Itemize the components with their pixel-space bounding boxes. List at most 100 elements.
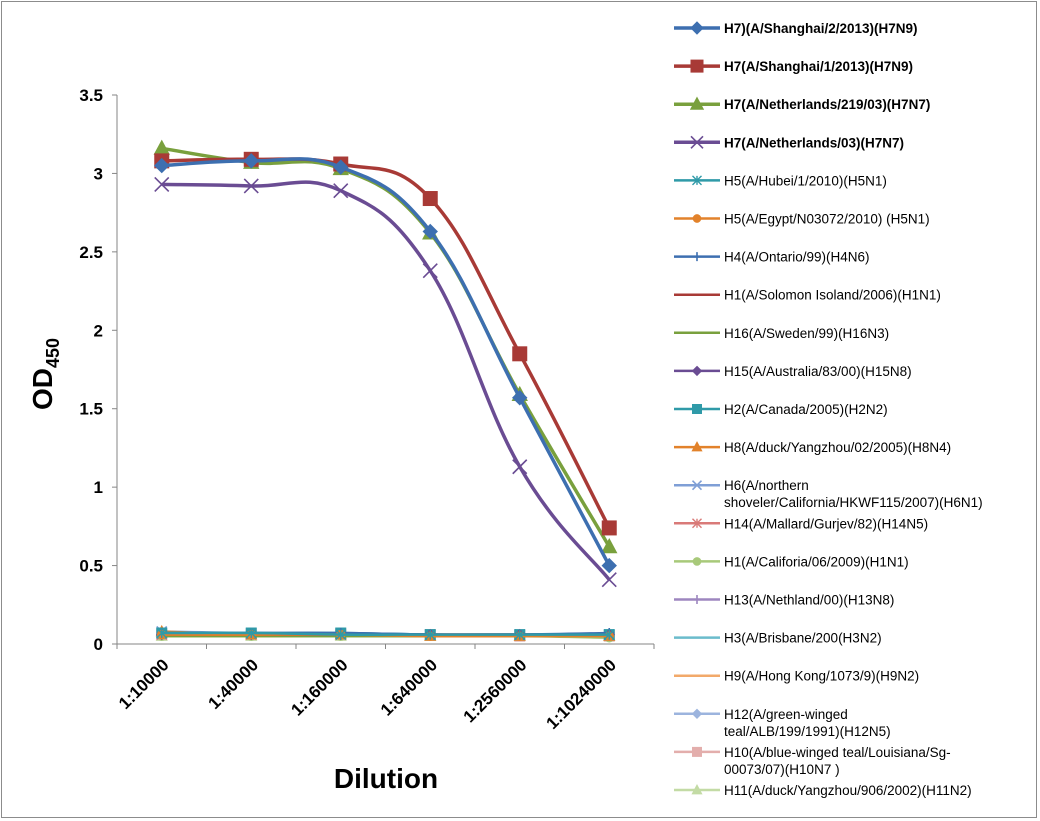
- data-point: [422, 263, 438, 279]
- legend-swatch-marker: [691, 708, 703, 720]
- legend-item: H6(A/northern shoveler/California/HKWF115…: [674, 478, 983, 510]
- y-tick-label: 2: [94, 321, 103, 340]
- legend-item: H7(A/Netherlands/03)(H7N7): [674, 135, 904, 150]
- data-point: [156, 627, 168, 639]
- legend-label: teal/ALB/199/1991)(H12N5): [724, 724, 891, 739]
- legend-label: H7(A/Shanghai/1/2013)(H7N9): [724, 59, 913, 74]
- series-5: [156, 627, 615, 641]
- legend-swatch-marker: [689, 96, 705, 110]
- series-4: [154, 176, 617, 588]
- legend-label: H16(A/Sweden/99)(H16N3): [724, 326, 889, 341]
- legend-swatch-marker: [692, 214, 702, 223]
- data-point: [154, 176, 170, 192]
- legend-label: H7(A/Netherlands/03)(H7N7): [724, 135, 904, 150]
- data-point: [335, 629, 347, 641]
- legend-item: H7(A/Shanghai/1/2013)(H7N9): [674, 59, 913, 74]
- legend-swatch-marker: [690, 135, 704, 149]
- x-tick-label: 1:640000: [377, 655, 441, 719]
- legend-label: H6(A/northern: [724, 478, 809, 493]
- legend-label: H1(A/Solomon Isoland/2006)(H1N1): [724, 288, 941, 303]
- legend-swatch-marker: [691, 783, 703, 795]
- data-point: [601, 520, 617, 536]
- legend-label: H5(A/Hubei/1/2010)(H5N1): [724, 173, 887, 188]
- series-line: [161, 180, 611, 581]
- data-point: [333, 159, 349, 175]
- data-point: [243, 178, 259, 194]
- data-point: [424, 629, 436, 641]
- legend-item: H15(A/Australia/83/00)(H15N8): [674, 364, 912, 379]
- x-tick-label: 1:160000: [287, 655, 351, 719]
- legend-item: H1(A/Solomon Isoland/2006)(H1N1): [674, 288, 941, 303]
- legend-swatch-marker: [691, 441, 703, 452]
- y-tick-label: 3: [94, 164, 103, 183]
- legend-label: H7)(A/Shanghai/2/2013)(H7N9): [724, 21, 918, 36]
- series-1: [154, 153, 617, 574]
- legend-swatch-marker: [690, 59, 704, 73]
- legend-item: H13(A/Nethland/00)(H13N8): [674, 593, 894, 608]
- legend-item: H5(A/Egypt/N03072/2010) (H5N1): [674, 212, 930, 227]
- data-point: [601, 537, 618, 554]
- x-tick-label: 1:40000: [205, 655, 263, 713]
- legend-label: H1(A/Califoria/06/2009)(H1N1): [724, 554, 909, 569]
- y-tick-label: 0.5: [79, 557, 103, 576]
- legend-swatch-marker: [692, 595, 702, 604]
- data-point: [514, 629, 526, 641]
- series-2: [154, 151, 617, 536]
- y-tick-label: 3.5: [79, 86, 103, 105]
- y-tick-label: 2.5: [79, 243, 103, 262]
- legend-item: H12(A/green-winged teal/ALB/199/1991)(H12…: [674, 707, 891, 739]
- data-point: [422, 223, 438, 240]
- data-point: [512, 390, 528, 406]
- series-3: [153, 139, 618, 554]
- legend-swatch-marker: [691, 480, 703, 491]
- legend-item: H7(A/Netherlands/219/03)(H7N7): [674, 96, 930, 112]
- y-axis-title: OD450: [27, 338, 63, 410]
- legend-swatch-marker: [692, 252, 702, 262]
- legend-item: H9(A/Hong Kong/1073/9)(H9N2): [674, 669, 919, 684]
- legend-item: H14(A/Mallard/Gurjev/82)(H14N5): [674, 516, 928, 531]
- legend-label: H9(A/Hong Kong/1073/9)(H9N2): [724, 669, 919, 684]
- legend-item: H5(A/Hubei/1/2010)(H5N1): [674, 173, 887, 188]
- legend: H7)(A/Shanghai/2/2013)(H7N9) H7(A/Shangha…: [674, 21, 983, 798]
- legend-swatch-marker: [692, 746, 702, 757]
- data-point: [512, 459, 528, 475]
- legend-item: H4(A/Ontario/99)(H4N6): [674, 250, 870, 265]
- legend-swatch-marker: [692, 175, 702, 186]
- x-tick-label: 1:10240000: [542, 655, 620, 733]
- series-line: [161, 146, 611, 548]
- y-axis-title-subscript: 450: [43, 338, 63, 368]
- data-point: [422, 191, 438, 207]
- y-tick-label: 0: [94, 635, 103, 654]
- legend-swatch-marker: [690, 21, 704, 35]
- x-tick-label: 1:10000: [115, 655, 173, 713]
- data-point: [601, 572, 617, 588]
- legend-label: H3(A/Brisbane/200(H3N2): [724, 631, 882, 646]
- legend-label: H11(A/duck/Yangzhou/906/2002)(H11N2): [724, 783, 972, 798]
- legend-item: H2(A/Canada/2005)(H2N2): [674, 402, 888, 417]
- series-layer: [153, 139, 618, 643]
- legend-label: H15(A/Australia/83/00)(H15N8): [724, 364, 912, 379]
- legend-item: H3(A/Brisbane/200(H3N2): [674, 631, 882, 646]
- legend-item: H16(A/Sweden/99)(H16N3): [674, 326, 889, 341]
- legend-item: H11(A/duck/Yangzhou/906/2002)(H11N2): [674, 783, 972, 798]
- data-point: [245, 627, 257, 639]
- data-point: [333, 183, 349, 199]
- x-axis-title: Dilution: [334, 763, 438, 794]
- legend-swatch-marker: [692, 404, 702, 414]
- legend-swatch-marker: [692, 518, 702, 529]
- series-line: [161, 157, 611, 567]
- legend-label: H2(A/Canada/2005)(H2N2): [724, 402, 888, 417]
- data-point: [243, 153, 259, 169]
- legend-label: H7(A/Netherlands/219/03)(H7N7): [724, 97, 930, 112]
- legend-label: H13(A/Nethland/00)(H13N8): [724, 593, 894, 608]
- legend-label: H14(A/Mallard/Gurjev/82)(H14N5): [724, 516, 928, 531]
- y-tick-label: 1.5: [79, 400, 103, 419]
- x-tick-label: 1:2560000: [460, 655, 531, 726]
- legend-label: H5(A/Egypt/N03072/2010) (H5N1): [724, 212, 930, 227]
- legend-swatch-marker: [692, 557, 702, 566]
- series-line: [161, 631, 610, 636]
- legend-label: H12(A/green-winged: [724, 707, 848, 722]
- legend-label: shoveler/California/HKWF115/2007)(H6N1): [724, 495, 983, 510]
